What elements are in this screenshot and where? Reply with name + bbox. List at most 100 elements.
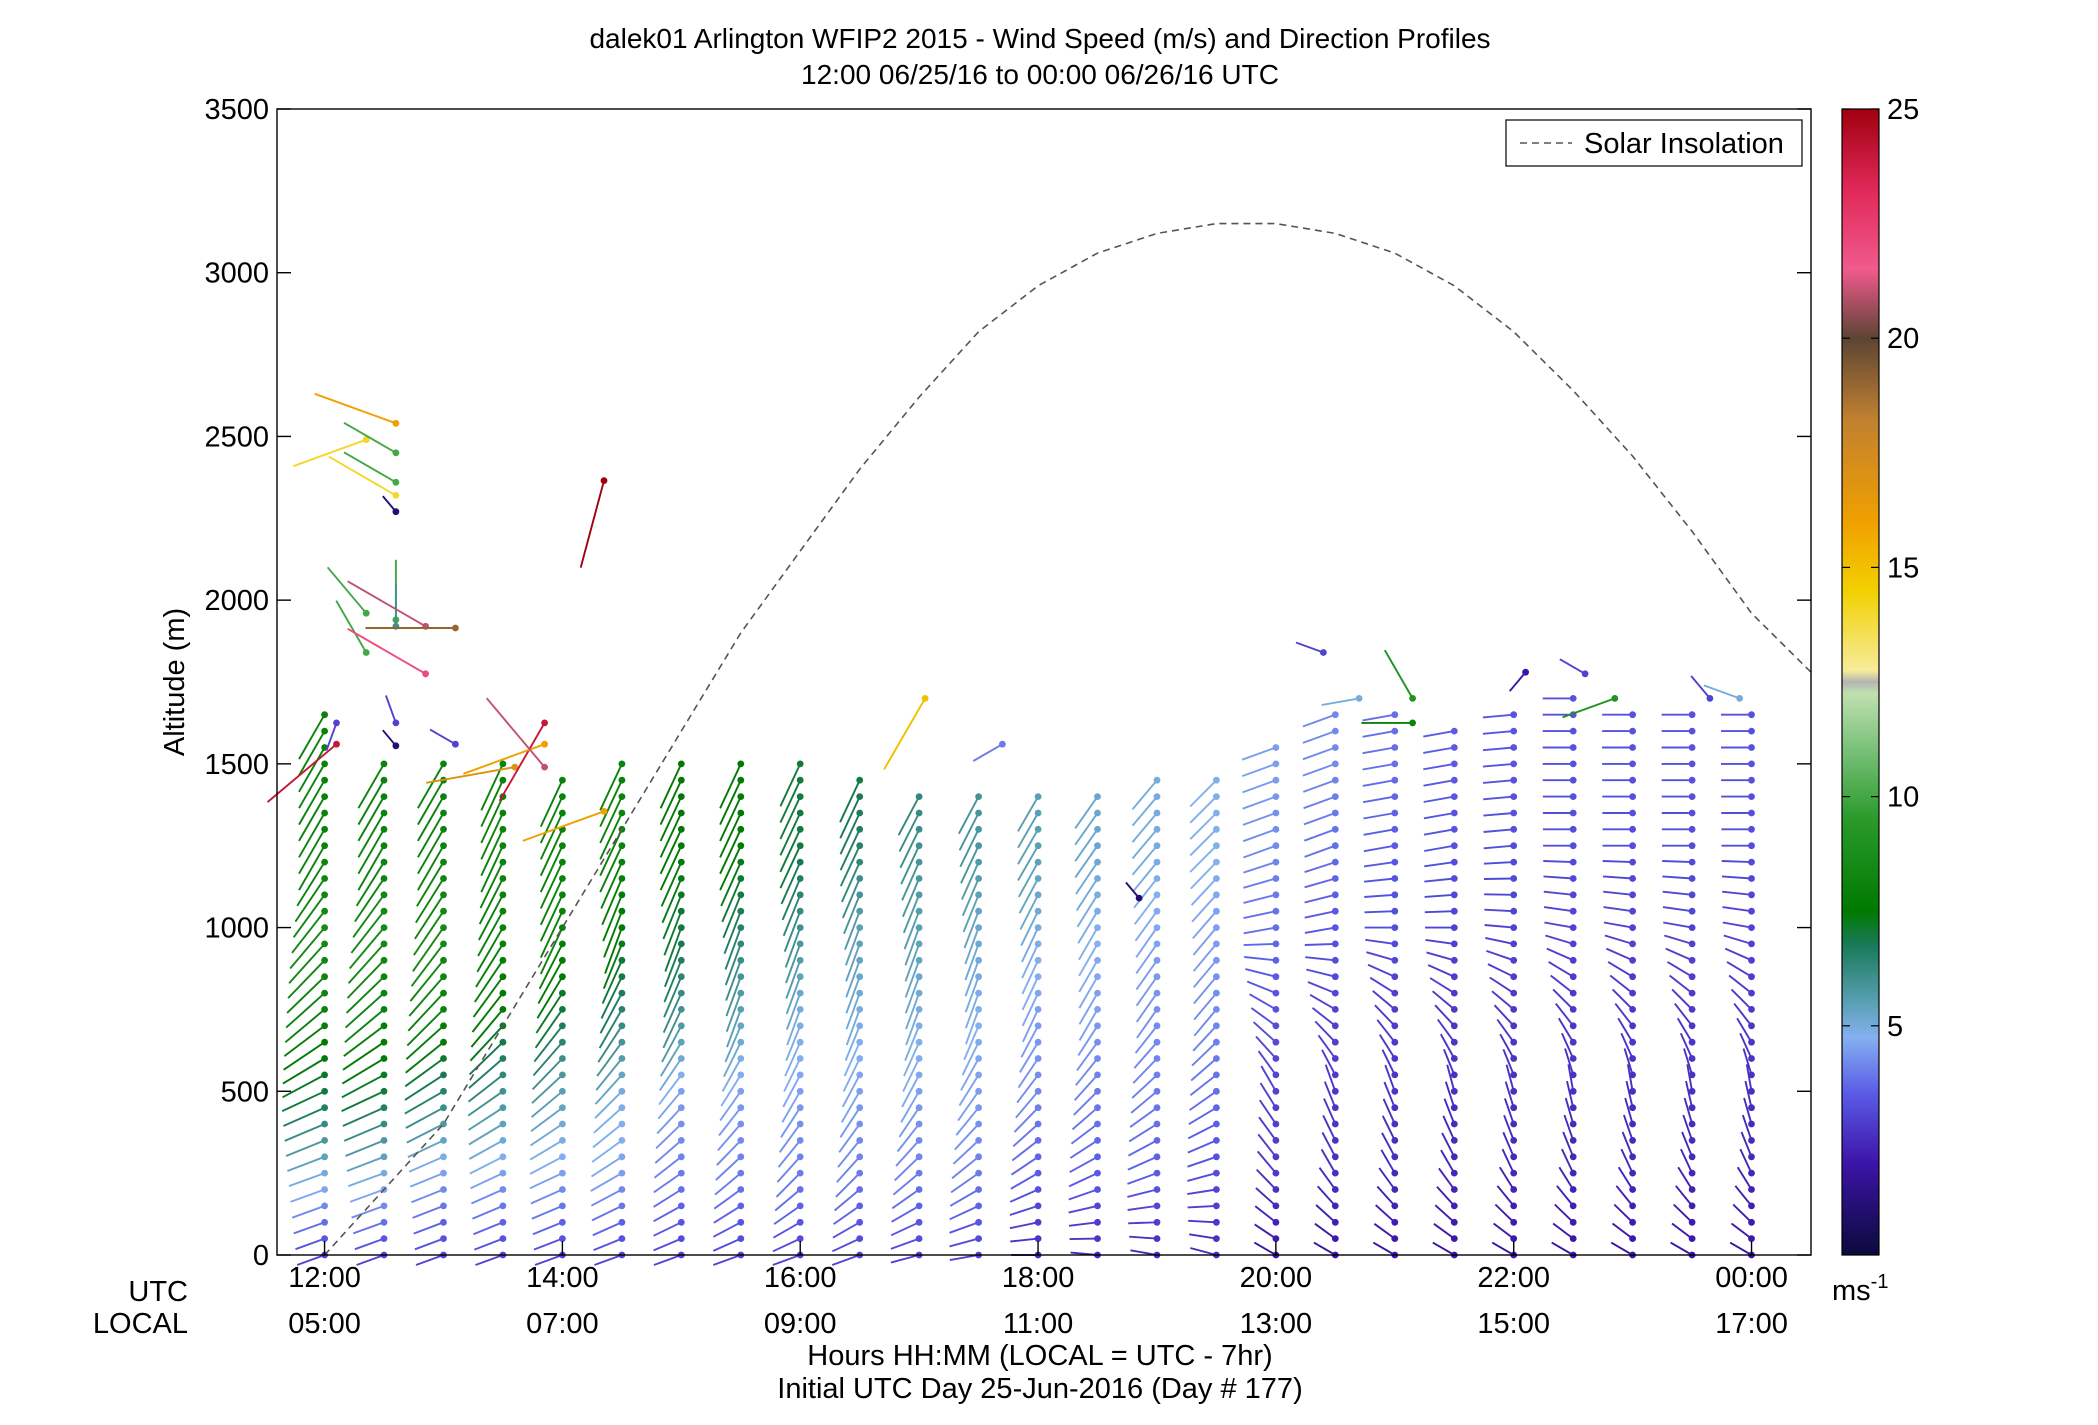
- wind-barb-shaft: [539, 927, 564, 975]
- wind-barb-shaft: [901, 861, 920, 901]
- wind-barb-shaft: [407, 1139, 444, 1158]
- wind-barb-dot: [1510, 776, 1518, 784]
- wind-barb-dot: [559, 989, 566, 997]
- wind-barb-dot: [856, 1235, 864, 1242]
- wind-barb-shaft: [412, 1205, 444, 1219]
- wind-barb-dot: [1213, 825, 1220, 833]
- wind-barb-dot: [677, 858, 685, 866]
- wind-barb-shaft: [1135, 927, 1158, 958]
- wind-barb-dot: [1331, 711, 1339, 719]
- wind-barb-shaft: [844, 910, 861, 950]
- wind-barb-shaft: [1486, 950, 1515, 962]
- wind-barb-shaft: [473, 1221, 504, 1236]
- wind-barb-dot: [1272, 1038, 1280, 1046]
- wind-barb-dot: [677, 776, 685, 784]
- wind-barb-shaft: [1423, 779, 1455, 787]
- wind-barb-shaft: [784, 927, 802, 968]
- wind-barb-shaft: [590, 1172, 623, 1192]
- wind-barb-shaft: [659, 1041, 683, 1077]
- wind-barb-shaft: [480, 812, 504, 860]
- wind-barb-shaft: [534, 1254, 563, 1266]
- wind-barb-dot: [1748, 956, 1755, 964]
- wind-barb-shaft: [1010, 1237, 1039, 1243]
- wind-barb-dot: [1034, 956, 1042, 964]
- wind-barb-shaft: [298, 779, 326, 826]
- wind-barb-shaft: [722, 894, 742, 939]
- wind-barb-dot: [737, 940, 745, 948]
- wind-barb-dot: [440, 1202, 447, 1210]
- wind-barb-dot: [618, 1169, 626, 1177]
- wind-barb-shaft: [1009, 1204, 1039, 1216]
- wind-barb-shaft: [1071, 1106, 1099, 1131]
- wind-barb-dot: [440, 891, 447, 899]
- wind-barb-dot: [1629, 760, 1636, 768]
- wind-barb-shaft: [1675, 1185, 1693, 1207]
- wind-barb-dot: [1153, 1169, 1161, 1177]
- wind-barb-shaft: [1304, 893, 1336, 904]
- wind-barb-shaft: [1129, 1235, 1158, 1240]
- wind-barb-upper-dot: [921, 695, 929, 702]
- wind-barb-shaft: [287, 1155, 325, 1172]
- wind-barb-shaft: [405, 1041, 445, 1074]
- wind-barb-shaft: [1020, 1025, 1039, 1058]
- wind-barb-dot: [1331, 793, 1339, 800]
- wind-barb-dot: [380, 1104, 388, 1112]
- wind-barb-shaft: [1258, 1116, 1277, 1141]
- wind-barb-dot: [1153, 1120, 1161, 1128]
- wind-barb-shaft: [468, 1057, 504, 1089]
- wind-barb-dot: [1034, 825, 1042, 833]
- wind-barb-dot: [1510, 875, 1518, 882]
- wind-barb-shaft: [345, 1139, 385, 1157]
- wind-barb-shaft: [1074, 828, 1099, 862]
- wind-barb-shaft: [1555, 1003, 1574, 1027]
- wind-barb-shaft: [845, 1009, 861, 1046]
- wind-barb-shaft: [601, 878, 623, 926]
- wind-barb-dot: [1510, 956, 1518, 964]
- wind-barb-dot: [796, 858, 804, 866]
- wind-barb-dot: [1510, 809, 1518, 817]
- wind-barb-shaft: [1304, 926, 1336, 934]
- wind-barb-shaft: [477, 910, 504, 957]
- wind-barb-shaft: [533, 1025, 564, 1063]
- wind-barb-shaft: [1128, 1123, 1158, 1143]
- wind-barb-upper-dot: [1320, 649, 1327, 656]
- wind-barb-dot: [677, 1120, 685, 1128]
- wind-barb-dot: [1213, 1104, 1220, 1112]
- wind-barb-dot: [1450, 825, 1458, 833]
- wind-barb-dot: [559, 1153, 566, 1161]
- wind-barb-shaft: [1362, 779, 1395, 787]
- wind-barb-shaft: [1136, 992, 1158, 1023]
- wind-barb-dot: [618, 760, 626, 768]
- wind-barb-shaft: [1561, 1032, 1575, 1059]
- wind-barb-dot: [677, 989, 685, 997]
- wind-barb-shaft: [596, 1041, 623, 1077]
- wind-barb-dot: [1629, 1202, 1636, 1210]
- wind-barb-dot: [380, 793, 388, 800]
- wind-barb-shaft: [838, 1123, 861, 1153]
- wind-barb-dot: [1629, 940, 1636, 948]
- wind-barb-shaft: [476, 927, 504, 973]
- wind-barb-dot: [677, 1202, 685, 1210]
- wind-barb-dot: [796, 875, 804, 882]
- wind-barb-dot: [1153, 907, 1161, 915]
- wind-barb-dot: [440, 858, 447, 866]
- wind-barb-shaft: [965, 1009, 980, 1045]
- wind-barb-dot: [915, 1235, 923, 1242]
- wind-barb-dot: [975, 1104, 982, 1112]
- barb-layer: [266, 392, 1755, 1266]
- wind-barb-shaft: [1483, 795, 1514, 801]
- wind-barb-shaft: [601, 959, 623, 1004]
- wind-barb-shaft: [779, 812, 802, 856]
- wind-barb-shaft: [901, 1074, 920, 1108]
- wind-barb-dot: [559, 1071, 566, 1079]
- wind-barb-shaft: [539, 779, 564, 828]
- wind-barb-shaft: [839, 828, 861, 871]
- wind-barb-shaft: [661, 878, 683, 924]
- wind-barb-upper-dot: [1409, 719, 1416, 727]
- wind-barb-dot: [1510, 989, 1518, 997]
- wind-barb-shaft: [894, 1156, 920, 1182]
- wind-barb-dot: [915, 973, 923, 981]
- wind-barb-dot: [1331, 1006, 1339, 1013]
